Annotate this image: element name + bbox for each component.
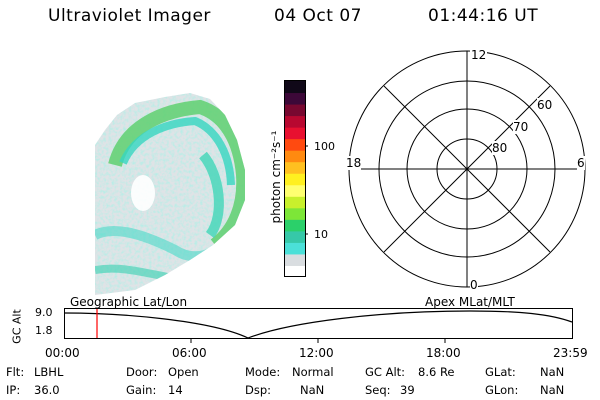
colorbar-cell <box>285 173 305 186</box>
door-value: Open <box>168 365 199 379</box>
colorbar-cell <box>285 92 305 105</box>
colorbar-cell <box>285 253 305 266</box>
x-tick-label-0000: 00:00 <box>45 346 80 360</box>
colorbar-cell <box>285 161 305 174</box>
glon-value: NaN <box>540 383 565 397</box>
colorbar-cell <box>285 127 305 140</box>
mode-label: Mode: <box>245 365 281 379</box>
glat-label: GLat: <box>485 365 516 379</box>
mlt-label-18: 18 <box>346 156 362 170</box>
door-label: Door: <box>126 365 158 379</box>
instrument-title: Ultraviolet Imager <box>48 6 211 26</box>
colorbar-cell <box>285 104 305 117</box>
colorbar-cell <box>285 115 305 128</box>
filter-value: LBHL <box>34 365 64 379</box>
mlt-label-0: 0 <box>470 278 478 292</box>
glat-value: NaN <box>540 365 565 379</box>
colorbar-cell <box>285 150 305 163</box>
mlt-label-12: 12 <box>470 48 488 62</box>
x-tick-label-1800: 18:00 <box>426 346 461 360</box>
altitude-curve <box>64 310 573 339</box>
ip-value: 36.0 <box>34 383 60 397</box>
colorbar-tick-label-10: 10 <box>314 228 328 241</box>
seq-value: 39 <box>400 383 415 397</box>
colorbar-cell <box>285 207 305 220</box>
timeline-ytick-9: 9.0 <box>35 306 53 319</box>
colorbar-cell <box>285 184 305 197</box>
timeline-left-label: Geographic Lat/Lon <box>70 295 188 309</box>
mode-value: Normal <box>292 365 334 379</box>
colorbar-cell <box>285 196 305 209</box>
timeline-right-label: Apex MLat/MLT <box>425 295 515 309</box>
gcalt-value: 8.6 Re <box>418 365 455 379</box>
colorbar-cell <box>285 81 305 94</box>
colorbar-cell <box>285 265 305 278</box>
time-label: 01:44:16 UT <box>428 6 539 26</box>
colorbar-tick-label-100: 100 <box>314 140 335 153</box>
polar-grid <box>348 50 586 288</box>
gain-label: Gain: <box>126 383 157 397</box>
colorbar <box>284 80 308 278</box>
ip-label: IP: <box>6 383 21 397</box>
colorbar-cell <box>285 230 305 243</box>
lat-label-80: 80 <box>492 141 508 155</box>
glon-label: GLon: <box>485 383 519 397</box>
x-tick-label-1200: 12:00 <box>299 346 334 360</box>
timeline-y-axis-label: GC Alt <box>10 309 24 344</box>
x-tick-label-0600: 06:00 <box>172 346 207 360</box>
x-tick-label-2359: 23:59 <box>553 346 588 360</box>
lat-label-60: 60 <box>537 98 553 112</box>
timeline-plot <box>64 308 573 343</box>
mlt-label-6: 6 <box>577 156 585 170</box>
dsp-label: Dsp: <box>245 383 272 397</box>
colorbar-cell <box>285 138 305 151</box>
dsp-value: NaN <box>300 383 325 397</box>
colorbar-unit-label: photon cm⁻²s⁻¹ <box>269 130 283 224</box>
gain-value: 14 <box>168 383 183 397</box>
filter-label: Flt: <box>6 365 25 379</box>
gcalt-label: GC Alt: <box>365 365 406 379</box>
timeline-frame <box>64 308 573 339</box>
polar-meridian-diag2 <box>383 85 551 253</box>
timeline-ytick-1-8: 1.8 <box>35 324 53 337</box>
colorbar-cell <box>285 219 305 232</box>
lat-label-70: 70 <box>513 120 529 134</box>
seq-label: Seq: <box>365 383 391 397</box>
aurora-image <box>95 93 245 295</box>
date-label: 04 Oct 07 <box>274 6 362 26</box>
colorbar-cell <box>285 242 305 255</box>
